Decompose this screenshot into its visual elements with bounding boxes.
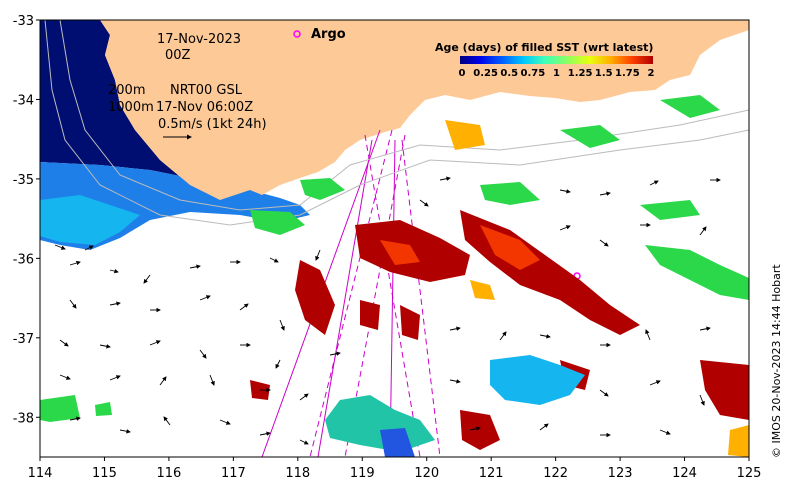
navy-shelf-region — [40, 20, 262, 205]
lat-tick-label: -33 — [13, 14, 34, 29]
lat-tick-label: -36 — [13, 252, 34, 267]
plot-frame — [39, 19, 750, 458]
sst-patches-yellow — [445, 120, 749, 457]
lon-tick-label: 125 — [737, 466, 762, 481]
lat-tick-label: -37 — [13, 332, 34, 347]
lon-tick-label: 119 — [350, 466, 375, 481]
lat-tick-label: -34 — [13, 93, 34, 108]
isobath-200-label: 200m — [108, 83, 145, 98]
lon-tick-label: 114 — [28, 466, 53, 481]
lon-tick-label: 122 — [543, 466, 568, 481]
credit-text: © IMOS 20-Nov-2023 14:44 Hobart — [770, 264, 783, 458]
lon-tick-label: 124 — [672, 466, 697, 481]
lat-tick-label: -38 — [13, 411, 34, 426]
legend-tick-label: 0.25 — [473, 68, 498, 79]
lon-tick-label: 116 — [156, 466, 181, 481]
legend-tick-label: 2 — [648, 68, 655, 79]
hour-label: 00Z — [165, 48, 191, 63]
cyan-shelf-band — [40, 195, 140, 245]
argo-legend-label: Argo — [311, 27, 346, 42]
lon-tick-label: 123 — [608, 466, 633, 481]
lat-tick-label: -35 — [13, 173, 34, 188]
longitude-axis: 114 115 116 117 118 119 120 121 122 123 124 125 — [28, 457, 762, 481]
isobath-1000-label: 1000m — [108, 100, 154, 115]
legend-tick-label: 0.75 — [521, 68, 546, 79]
argo-marker-legend — [293, 30, 301, 38]
date-label: 17-Nov-2023 — [157, 32, 241, 47]
scale-arrow-label: 0.5m/s (1kt 24h) — [158, 117, 267, 132]
sst-patches-cyan — [490, 355, 585, 405]
lon-tick-label: 118 — [285, 466, 310, 481]
sst-patches-orange — [380, 225, 540, 270]
lon-tick-label: 121 — [479, 466, 504, 481]
latitude-axis: -33 -34 -35 -36 -37 -38 — [13, 14, 40, 426]
lon-tick-label: 120 — [414, 466, 439, 481]
legend-title: Age (days) of filled SST (wrt latest) — [435, 41, 653, 54]
product-time-label: 17-Nov 06:00Z — [156, 100, 253, 115]
legend-tick-label: 1 — [553, 68, 560, 79]
legend-tick-label: 1.5 — [595, 68, 613, 79]
plot-area — [40, 20, 749, 457]
legend-tick-label: 1.25 — [568, 68, 593, 79]
sst-patches-green — [40, 95, 749, 422]
legend-tick-label: 0.5 — [500, 68, 518, 79]
lon-tick-label: 117 — [221, 466, 246, 481]
product-label: NRT00 GSL — [170, 83, 243, 98]
lon-tick-label: 115 — [92, 466, 117, 481]
legend-tick-label: 1.75 — [615, 68, 640, 79]
legend-tick-label: 0 — [459, 68, 466, 79]
land-mass — [100, 20, 749, 200]
legend-colorbar — [460, 56, 653, 64]
sst-patches-blue — [380, 428, 415, 457]
current-vectors — [54, 176, 721, 445]
